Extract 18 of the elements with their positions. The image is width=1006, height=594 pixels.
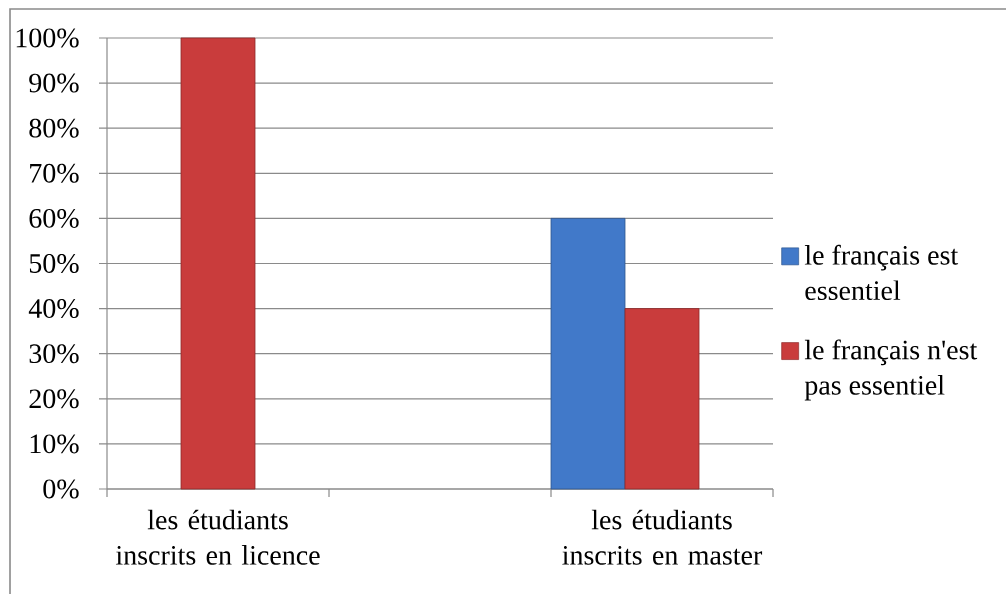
- bar: [550, 218, 626, 490]
- y-tick-label: 30%: [29, 344, 79, 364]
- y-tick-label: 0%: [43, 479, 79, 499]
- y-tick-label: 80%: [29, 118, 79, 138]
- bar: [624, 308, 700, 490]
- y-tick-label: 70%: [30, 163, 79, 183]
- legend-label: le français est essentiel: [804, 244, 959, 301]
- y-tick-label: 60%: [29, 208, 79, 228]
- y-tick-label: 20%: [29, 389, 79, 409]
- legend-label: le français n'est pas essentiel: [804, 339, 978, 401]
- bar: [180, 37, 256, 490]
- x-tick-label: les étudiants inscrits en master: [562, 509, 763, 565]
- x-tick-label: les étudiants inscrits en licence: [115, 509, 320, 565]
- y-tick-label: 10%: [30, 434, 79, 454]
- y-tick-label: 40%: [28, 299, 79, 319]
- y-tick-label: 50%: [29, 254, 79, 273]
- y-tick-label: 90%: [29, 73, 79, 93]
- y-tick-label: 100%: [16, 28, 79, 48]
